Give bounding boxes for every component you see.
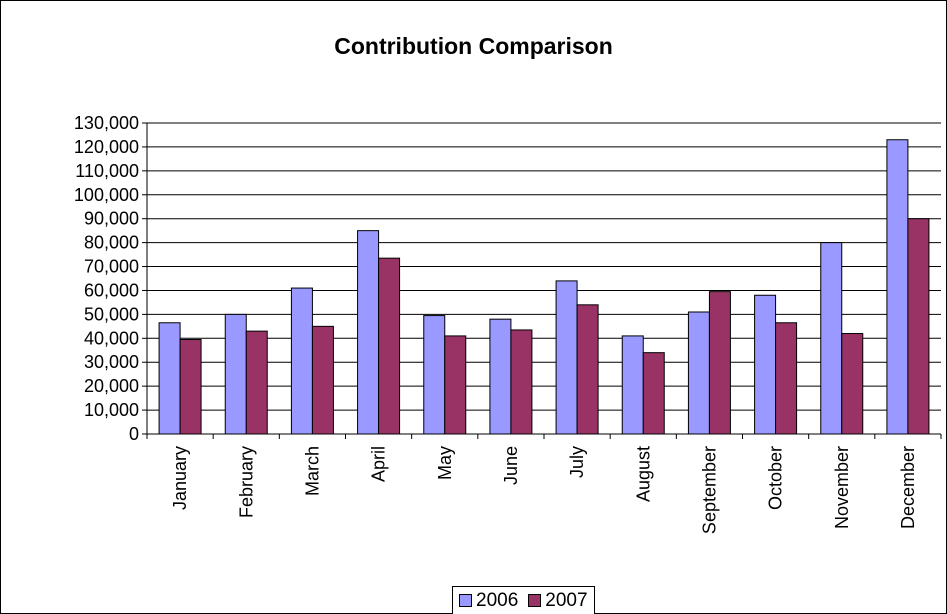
bar-2007-february [245,330,268,435]
x-tick-label: September [699,446,719,534]
bar-2006-january [158,322,181,435]
legend-label: 2007 [545,589,588,611]
y-tick-label: 130,000 [74,113,139,133]
y-tick-label: 50,000 [84,304,139,324]
bar-2007-december [907,218,930,435]
legend-swatch [459,594,472,607]
y-tick-label: 40,000 [84,328,139,348]
bar-2006-december [886,139,909,435]
x-tick-label: March [302,446,322,496]
legend-item: 2006 [459,590,518,612]
x-tick-label: November [832,446,852,529]
bar-2007-march [311,325,334,435]
chart-legend: 2006 2007 [452,586,595,614]
bar-2007-july [576,304,599,435]
bar-2006-august [621,335,644,435]
x-tick-label: October [766,446,786,510]
y-tick-label: 100,000 [74,185,139,205]
x-tick-label: June [501,446,521,485]
legend-swatch [528,594,542,607]
y-tick-label: 70,000 [84,257,139,277]
y-tick-label: 90,000 [84,209,139,229]
legend-item: 2007 [528,589,588,612]
bar-2006-november [820,242,843,435]
bar-2006-may [423,315,446,435]
chart-title: Contribution Comparison [334,33,613,59]
y-tick-label: 10,000 [84,400,139,420]
bar-2007-november [841,333,864,435]
bar-2006-april [357,230,380,435]
y-tick-label: 0 [129,424,139,444]
y-tick-label: 20,000 [84,376,139,396]
y-tick-label: 30,000 [84,352,139,372]
x-tick-label: August [633,446,653,502]
x-tick-label: May [435,446,455,480]
x-tick-label: January [170,446,190,510]
bar-2006-february [224,313,247,435]
y-tick-label: 80,000 [84,233,139,253]
x-tick-label: December [898,446,918,529]
bar-2006-july [555,280,578,435]
bar-2007-october [775,322,798,435]
bar-2006-june [489,318,512,435]
bar-2007-april [378,257,401,435]
bar-2007-june [510,329,533,435]
bar-2007-september [708,291,731,435]
y-tick-label: 120,000 [74,137,139,157]
x-tick-label: April [369,446,389,482]
x-tick-label: July [567,446,587,478]
bar-2006-september [687,311,710,435]
bar-2006-october [754,294,777,435]
bar-2006-march [290,287,313,435]
bar-2007-august [642,352,665,435]
legend-label: 2006 [476,589,519,611]
y-tick-label: 110,000 [75,161,139,181]
x-tick-label: February [236,446,256,518]
bar-2007-january [179,339,202,435]
bar-2007-may [444,335,467,435]
y-tick-label: 60,000 [84,280,139,300]
